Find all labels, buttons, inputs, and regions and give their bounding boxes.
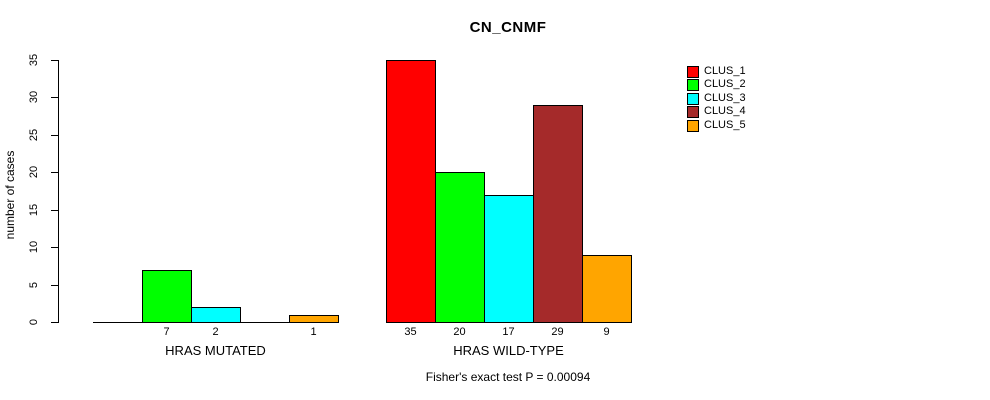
bar-hras-wild-type-clus-1	[386, 60, 436, 323]
bar-zero-hras-mutated-clus-1	[93, 322, 143, 323]
legend-swatch-clus-2	[687, 79, 699, 92]
y-axis-tick	[51, 172, 58, 173]
bar-value-label: 35	[404, 326, 417, 338]
bar-value-label: 9	[603, 326, 610, 338]
legend-label-clus-3: CLUS_3	[704, 91, 746, 104]
y-axis-line	[58, 60, 59, 323]
y-axis-tick	[51, 135, 58, 136]
legend-swatch-clus-1	[687, 66, 699, 78]
x-group-label: HRAS WILD-TYPE	[453, 343, 564, 358]
bar-hras-wild-type-clus-5	[582, 255, 632, 323]
bar-zero-hras-mutated-clus-4	[240, 322, 290, 323]
y-axis-tick	[51, 60, 58, 61]
bar-hras-mutated-clus-5	[289, 315, 339, 323]
y-axis-tick	[51, 285, 58, 286]
bar-value-label: 7	[163, 326, 170, 338]
fisher-test-subtitle: Fisher's exact test P = 0.00094	[425, 370, 591, 384]
bar-hras-wild-type-clus-4	[533, 105, 583, 323]
y-axis-tick	[51, 210, 58, 211]
legend-label-clus-5: CLUS_5	[704, 118, 746, 131]
legend-swatch-clus-3	[687, 92, 699, 105]
y-axis-tick	[51, 97, 58, 98]
legend-label-clus-1: CLUS_1	[704, 65, 746, 77]
chart-title: CN_CNMF	[469, 19, 547, 36]
bar-value-label: 1	[310, 326, 317, 338]
bar-hras-mutated-clus-3	[191, 307, 241, 323]
x-group-label: HRAS MUTATED	[165, 343, 266, 358]
bar-value-label: 17	[502, 326, 515, 338]
y-axis-tick	[51, 322, 58, 323]
bar-hras-mutated-clus-2	[142, 270, 192, 323]
legend-label-clus-2: CLUS_2	[704, 78, 746, 91]
bar-value-label: 20	[453, 326, 466, 338]
y-axis-tick	[51, 247, 58, 248]
legend-swatch-clus-4	[687, 106, 699, 119]
bar-value-label: 2	[212, 326, 219, 338]
legend-label-clus-4: CLUS_4	[704, 105, 746, 118]
legend-swatch-clus-5	[687, 119, 699, 132]
bar-value-label: 29	[551, 326, 564, 338]
